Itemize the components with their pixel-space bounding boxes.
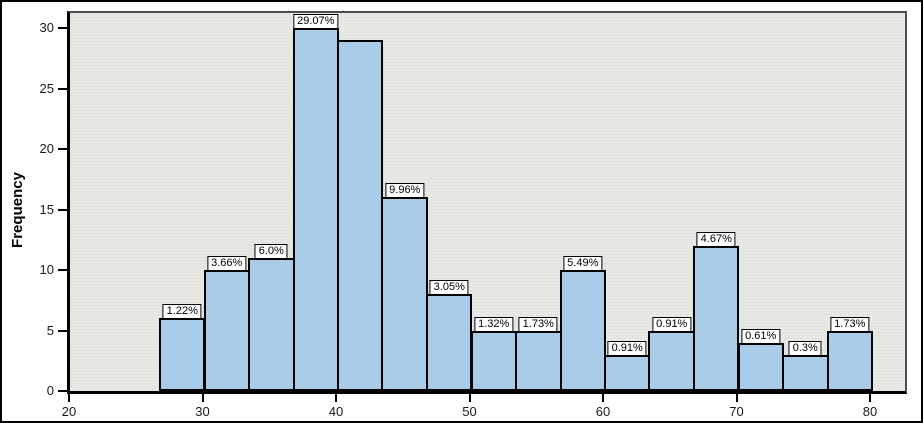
- histogram-bar: [426, 294, 473, 391]
- histogram-bar: [693, 245, 740, 391]
- y-axis-tick: [58, 148, 67, 150]
- histogram-bar: [604, 354, 651, 391]
- y-tick-label: 20: [39, 141, 54, 156]
- y-tick-label: 0: [46, 383, 54, 398]
- bar-percent-label: 0.91%: [607, 340, 647, 356]
- histogram-bar: [737, 342, 784, 391]
- y-tick-label: 5: [46, 322, 54, 338]
- histogram-bar: [781, 354, 829, 391]
- bar-percent-label: 29.07%: [293, 14, 339, 29]
- x-axis-tick: [68, 394, 70, 402]
- histogram-bar: [648, 330, 696, 391]
- x-axis-tick: [201, 394, 204, 402]
- x-tick-label: 60: [595, 404, 611, 419]
- y-axis-tick: [58, 27, 67, 29]
- y-axis-tick: [58, 208, 67, 211]
- bar-percent-label: 3.66%: [207, 256, 247, 271]
- bar-percent-label: 9.96%: [385, 183, 425, 199]
- x-tick-label: 30: [195, 404, 210, 419]
- x-tick-label: 50: [462, 404, 477, 419]
- x-axis-tick: [602, 394, 604, 402]
- y-tick-label: 30: [39, 20, 54, 35]
- bar-percent-label: 1.32%: [474, 316, 514, 332]
- histogram-bar: [514, 330, 562, 391]
- histogram-bar: [826, 330, 873, 391]
- y-tick-label: 10: [39, 262, 54, 277]
- bar-percent-label: 4.67%: [696, 231, 736, 247]
- histogram-bar: [159, 318, 206, 391]
- y-axis-tick: [58, 269, 67, 271]
- histogram-bar: [337, 40, 384, 391]
- bar-percent-label: 1.73%: [830, 316, 870, 332]
- bar-percent-label: 6.0%: [254, 243, 288, 259]
- y-tick-label: 15: [39, 201, 54, 217]
- bar-percent-label: 0.61%: [741, 328, 781, 344]
- bar-percent-label: 1.22%: [162, 304, 202, 320]
- histogram-bar: [470, 330, 517, 391]
- x-axis-tick: [468, 394, 471, 402]
- x-tick-label: 40: [328, 404, 344, 419]
- histogram-bar: [381, 197, 429, 391]
- x-axis-tick: [869, 394, 871, 402]
- bar-percent-label: 3.05%: [429, 280, 469, 296]
- bar-percent-label: 0.91%: [652, 316, 692, 332]
- y-axis-tick: [58, 390, 67, 392]
- y-axis-tick: [58, 87, 67, 90]
- y-tick-label: 25: [39, 80, 54, 96]
- y-axis-tick: [58, 329, 67, 332]
- histogram-bar: [292, 28, 339, 391]
- x-tick-label: 80: [862, 404, 878, 419]
- x-axis-tick: [735, 394, 738, 402]
- bar-percent-label: 1.73%: [518, 316, 558, 332]
- histogram-bar: [247, 257, 295, 391]
- histogram-bar: [203, 270, 250, 391]
- bar-percent-label: 5.49%: [563, 256, 603, 271]
- x-tick-label: 20: [61, 404, 77, 419]
- histogram-bar: [559, 270, 606, 391]
- bar-percent-label: 0.3%: [788, 340, 822, 356]
- plot-area: 1.22% 3.66% 6.0% 29.07% 9.96% 3.05% 1.32% 1.73%…: [67, 11, 907, 394]
- x-axis-tick: [335, 394, 337, 402]
- x-tick-label: 70: [729, 404, 744, 419]
